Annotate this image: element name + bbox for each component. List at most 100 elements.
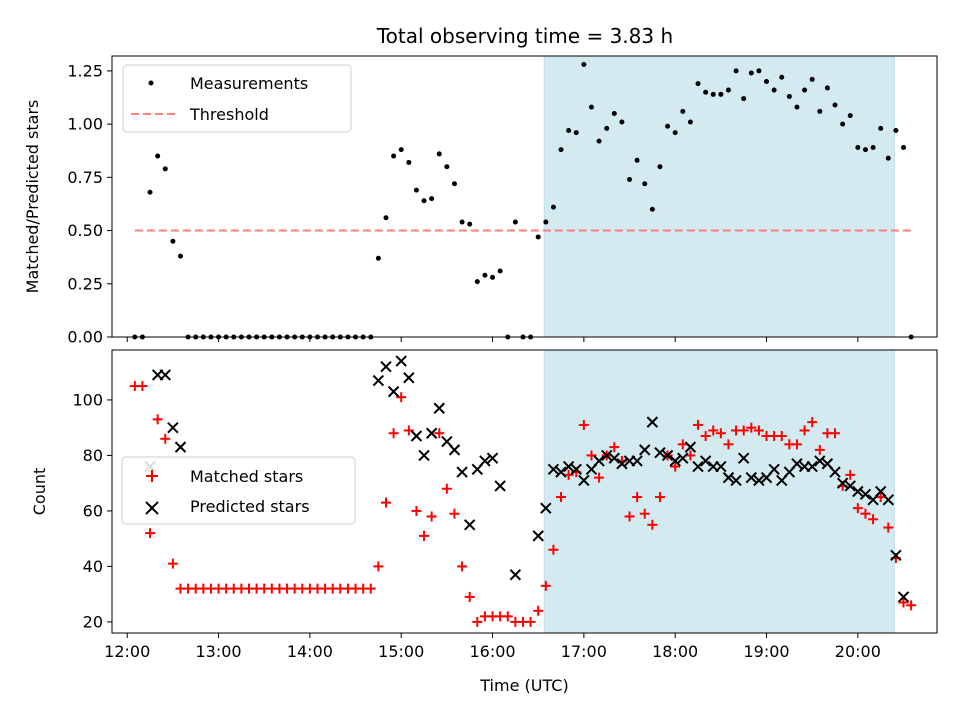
predicted-star-stroke-b [380, 360, 392, 373]
measurement-point [451, 181, 457, 187]
measurement-point [436, 151, 442, 157]
predicted-star-point [509, 569, 522, 581]
predicted-star-point [768, 463, 780, 476]
matched-star-point [799, 425, 810, 436]
predicted-star-stroke-b [684, 441, 697, 453]
measurement-point [642, 181, 648, 187]
matched-star-point [852, 503, 863, 514]
matched-star-point [746, 422, 757, 433]
bottom-y-axis-label: Count [30, 468, 49, 516]
predicted-star-stroke-b [159, 369, 171, 381]
predicted-star-stroke-b [768, 463, 780, 476]
measurement-point [703, 89, 709, 95]
predicted-star-point [654, 446, 666, 459]
measurement-point [566, 128, 572, 134]
measurement-point [672, 130, 678, 136]
matched-star-point [845, 469, 856, 480]
measurement-point [627, 176, 633, 182]
matched-star-point [860, 508, 871, 519]
matched-star-point [654, 492, 665, 503]
matched-star-point [578, 419, 589, 430]
measurement-point [832, 102, 838, 108]
predicted-star-point [753, 474, 765, 487]
predicted-star-point [593, 455, 605, 467]
xtick-label: 17:00 [561, 642, 607, 661]
measurement-point [558, 147, 564, 153]
predicted-star-point [167, 421, 179, 434]
matched-star-point [426, 511, 437, 522]
matched-star-point [152, 414, 163, 425]
bot-ytick-label: 80 [83, 446, 103, 465]
matched-star-point [540, 580, 551, 591]
predicted-star-point [699, 455, 712, 467]
matched-star-point [145, 528, 156, 539]
matched-star-point [791, 439, 802, 450]
predicted-star-stroke-b [677, 452, 689, 464]
predicted-star-stroke-b [829, 466, 841, 478]
predicted-star-stroke-b [753, 474, 765, 487]
predicted-star-stroke-b [692, 460, 704, 473]
measurement-point [611, 110, 617, 116]
predicted-star-stroke-b [555, 466, 567, 478]
matched-star-point [670, 461, 681, 472]
matched-star-point [723, 439, 734, 450]
predicted-star-point [608, 452, 621, 464]
xtick-label: 19:00 [743, 642, 789, 661]
predicted-star-point [395, 355, 407, 367]
predicted-star-stroke-b [387, 385, 400, 398]
predicted-star-point [737, 452, 750, 464]
predicted-star-point [387, 385, 400, 398]
matched-star-point [365, 583, 376, 594]
predicted-star-point [578, 474, 590, 487]
measurement-point [748, 70, 754, 76]
measurement-point [893, 128, 899, 134]
predicted-star-point [372, 374, 385, 387]
predicted-star-point [159, 369, 171, 381]
predicted-star-stroke-b [395, 355, 407, 367]
predicted-star-point [669, 455, 681, 467]
top-ytick-label: 1.25 [67, 61, 103, 80]
legend-predicted-marker [145, 501, 159, 515]
predicted-star-point [852, 485, 864, 498]
matched-star-point [738, 425, 749, 436]
top-legend-box [122, 64, 352, 133]
matched-star-point [434, 428, 445, 439]
matched-star-point [875, 492, 886, 503]
predicted-star-stroke-b [486, 452, 499, 464]
predicted-star-point [684, 441, 697, 453]
top-ytick-label: 0.00 [67, 328, 103, 347]
measurement-point [870, 145, 876, 151]
predicted-star-stroke-b [654, 446, 666, 459]
bot-ytick-label: 40 [83, 557, 103, 576]
xtick-label: 15:00 [378, 642, 424, 661]
predicted-star-point [547, 463, 560, 476]
predicted-star-stroke-b [608, 452, 621, 464]
matched-star-point [647, 519, 658, 530]
matched-star-point [441, 483, 452, 494]
measurement-point [550, 204, 556, 210]
measurement-point [824, 85, 830, 91]
matched-star-point [693, 419, 704, 430]
measurement-point [543, 219, 549, 225]
bottom-legend-box [121, 456, 356, 525]
predicted-star-stroke-b [425, 427, 438, 439]
predicted-star-point [555, 466, 567, 478]
matched-star-point [380, 497, 391, 508]
predicted-star-stroke-b [821, 458, 834, 470]
measurement-point [155, 153, 161, 159]
measurement-point [901, 145, 907, 151]
matched-star-point [609, 442, 620, 453]
predicted-star-point [486, 452, 499, 464]
predicted-star-stroke-b [593, 455, 605, 467]
measurement-point [581, 62, 587, 68]
xtick-label: 20:00 [835, 642, 881, 661]
measurement-point [817, 108, 823, 114]
bot-ytick-label: 20 [83, 612, 103, 631]
predicted-star-stroke-b [730, 474, 742, 487]
measurement-point [482, 272, 488, 278]
predicted-star-stroke-b [814, 455, 826, 467]
predicted-star-stroke-b [441, 435, 453, 448]
predicted-star-point [745, 471, 758, 484]
predicted-star-stroke-b [661, 449, 674, 462]
predicted-star-stroke-b [456, 466, 468, 478]
